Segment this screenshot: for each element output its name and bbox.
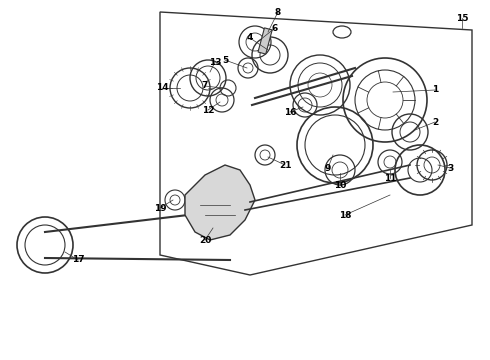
Text: 19: 19 bbox=[154, 203, 166, 212]
Text: 17: 17 bbox=[72, 256, 84, 265]
Text: 5: 5 bbox=[222, 55, 228, 64]
Text: 16: 16 bbox=[284, 108, 296, 117]
Text: 21: 21 bbox=[279, 161, 291, 170]
Text: 18: 18 bbox=[339, 211, 351, 220]
Text: 6: 6 bbox=[272, 23, 278, 32]
Polygon shape bbox=[185, 165, 255, 240]
Text: 20: 20 bbox=[199, 235, 211, 244]
Text: 7: 7 bbox=[202, 81, 208, 90]
Text: 1: 1 bbox=[432, 85, 438, 94]
Text: 3: 3 bbox=[447, 163, 453, 172]
Text: 11: 11 bbox=[384, 174, 396, 183]
Text: 2: 2 bbox=[432, 117, 438, 126]
Text: 10: 10 bbox=[334, 180, 346, 189]
Text: 9: 9 bbox=[325, 163, 331, 172]
Text: 14: 14 bbox=[156, 84, 168, 93]
Text: 12: 12 bbox=[202, 105, 214, 114]
Text: 15: 15 bbox=[456, 14, 468, 23]
Text: 13: 13 bbox=[209, 58, 221, 67]
Text: 8: 8 bbox=[275, 8, 281, 17]
Bar bbox=[258, 28, 272, 54]
Text: 4: 4 bbox=[247, 33, 253, 42]
